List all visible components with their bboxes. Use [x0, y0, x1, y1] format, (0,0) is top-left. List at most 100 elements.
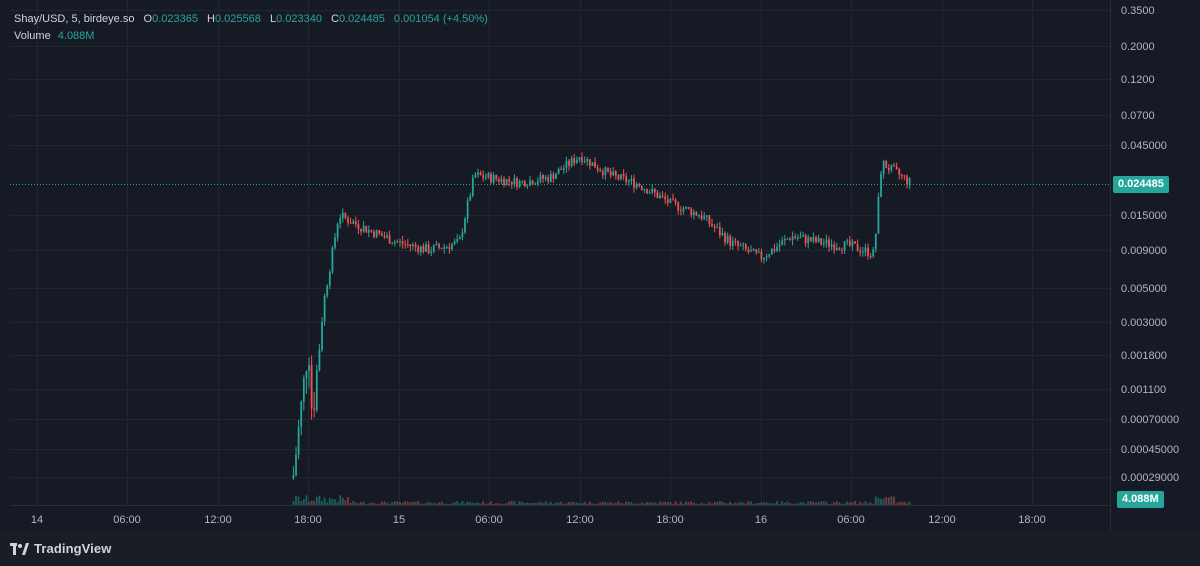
volume-bar — [711, 503, 713, 505]
candle-body — [877, 196, 880, 234]
candle-body — [672, 198, 674, 200]
volume-bar — [822, 501, 825, 505]
candle-body — [552, 173, 555, 180]
price-tick-label: 0.003000 — [1121, 317, 1167, 329]
volume-bar — [417, 501, 420, 505]
candle-body — [861, 251, 864, 253]
candle-body — [375, 230, 378, 238]
candle-body — [625, 176, 628, 183]
tradingview-logo-icon — [10, 542, 29, 555]
candle-body — [690, 208, 693, 216]
volume-bar — [313, 501, 316, 505]
candle-body — [708, 215, 711, 224]
volume-bar — [786, 501, 789, 505]
volume-bar — [700, 502, 703, 505]
volume-bar — [466, 501, 469, 505]
volume-bar — [612, 503, 615, 505]
time-axis: 14 06:00 12:00 18:00 15 06:00 12:00 18:00 16 06:0… — [10, 505, 1110, 526]
candle-body — [347, 217, 349, 223]
candle-body — [640, 186, 643, 190]
candle-body — [882, 160, 885, 174]
volume-bar — [373, 503, 375, 505]
volume-bar — [386, 502, 388, 505]
candle-body — [804, 235, 807, 244]
candle-body — [705, 215, 708, 217]
volume-bar — [653, 502, 656, 505]
volume-bar — [375, 503, 378, 505]
volume-bar — [341, 497, 344, 505]
candle-body — [573, 158, 576, 164]
candle-body — [409, 244, 412, 247]
candle-body — [612, 171, 615, 176]
volume-bar — [464, 503, 466, 505]
volume-bar — [451, 503, 453, 505]
chart-area[interactable]: 0.3500 0.2000 0.1200 0.0700 0.045000 0.015000… — [0, 0, 1200, 530]
candle-body — [479, 172, 482, 176]
candle-body — [302, 377, 305, 402]
volume-bar — [760, 502, 763, 505]
time-tick-label: 12:00 — [566, 514, 594, 526]
candle-body — [305, 371, 308, 378]
candle-body — [471, 177, 474, 196]
candle-body — [773, 248, 776, 251]
candle-body — [599, 169, 602, 172]
volume-bar — [643, 503, 646, 505]
volume-bar — [835, 501, 838, 505]
volume-bar — [513, 501, 516, 505]
volume-bar — [737, 503, 739, 505]
candle-body — [659, 195, 661, 199]
candle-body — [365, 225, 368, 233]
candle-body — [474, 174, 477, 178]
volume-bar — [770, 503, 773, 505]
volume-bar — [752, 503, 755, 505]
volume-bar — [302, 499, 305, 505]
candle-body — [711, 223, 713, 227]
volume-bar — [544, 501, 547, 505]
volume-bar — [705, 503, 708, 505]
volume-bar — [399, 501, 401, 505]
candle-body — [791, 236, 794, 241]
volume-bar — [692, 502, 695, 505]
volume-bar — [791, 503, 794, 505]
candle-body — [630, 178, 633, 181]
candle-body — [313, 408, 316, 411]
candle-body — [609, 171, 612, 176]
low-value: 0.023340 — [276, 13, 322, 25]
tradingview-logo[interactable]: TradingView — [10, 541, 111, 556]
volume-bar — [479, 503, 482, 505]
volume-bar — [495, 503, 498, 505]
volume-bar — [393, 501, 396, 505]
volume-bar — [453, 502, 456, 505]
candle-body — [820, 238, 823, 245]
candle-body — [495, 175, 498, 180]
volume-bar — [594, 503, 596, 505]
volume-bar — [718, 501, 721, 505]
candle-body — [838, 248, 841, 250]
time-tick-label: 12:00 — [928, 514, 956, 526]
candle-body — [851, 241, 854, 246]
candle-body — [373, 231, 375, 238]
candle-body — [607, 167, 609, 172]
volume-bar — [297, 496, 300, 505]
candle-body — [469, 195, 472, 201]
footer-bar: TradingView — [0, 530, 1200, 566]
volume-bar — [547, 503, 550, 505]
candle-body — [776, 246, 778, 251]
candle-body — [765, 256, 768, 258]
candle-body — [768, 254, 771, 257]
volume-bar — [604, 502, 607, 505]
candle-body — [521, 181, 524, 183]
volume-bar — [414, 501, 417, 505]
candle-body — [648, 192, 651, 194]
price-chart-svg[interactable]: 0.3500 0.2000 0.1200 0.0700 0.045000 0.015000… — [0, 0, 1200, 530]
volume-bar — [817, 501, 820, 505]
volume-bar — [854, 501, 856, 505]
candle-body — [482, 175, 485, 178]
volume-bar — [747, 501, 750, 505]
candle-body — [750, 250, 752, 252]
volume-bar — [617, 501, 620, 505]
volume-bar — [690, 501, 693, 505]
candle-body — [531, 180, 534, 185]
volume-bar — [508, 501, 511, 505]
volume-bar — [526, 502, 529, 505]
